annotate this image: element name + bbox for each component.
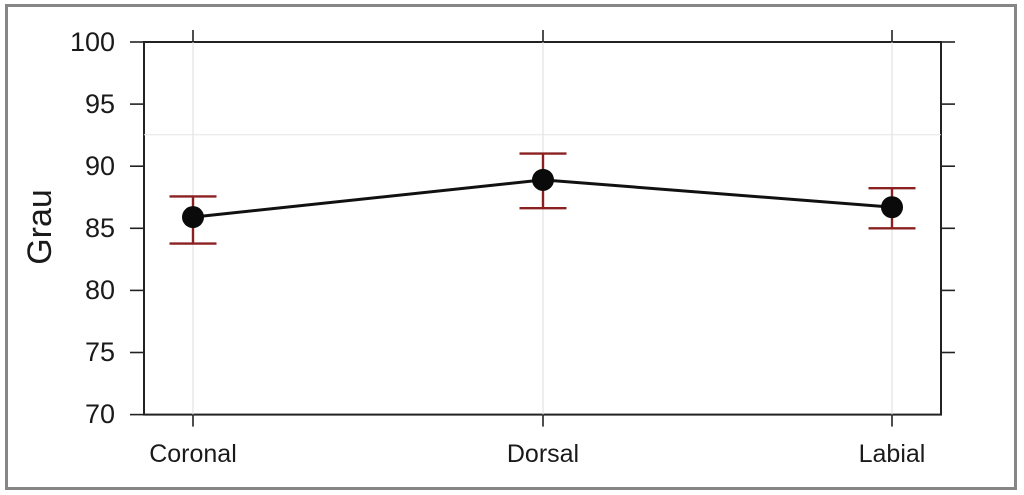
svg-text:95: 95 [85,89,115,119]
svg-text:Dorsal: Dorsal [507,440,579,468]
svg-text:Grau: Grau [21,189,59,265]
svg-text:Coronal: Coronal [149,440,237,468]
svg-text:75: 75 [85,337,115,367]
svg-text:70: 70 [85,399,115,429]
svg-text:85: 85 [85,213,115,243]
svg-text:80: 80 [85,275,115,305]
svg-text:Labial: Labial [859,440,926,468]
svg-text:90: 90 [85,151,115,181]
svg-text:100: 100 [70,27,115,57]
